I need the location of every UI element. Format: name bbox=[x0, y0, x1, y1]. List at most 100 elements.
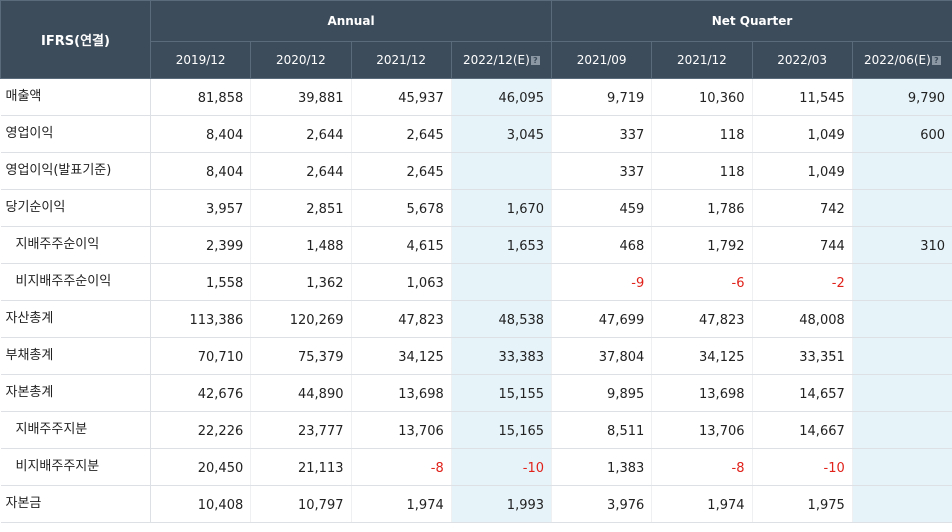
table-cell: 81,858 bbox=[150, 78, 252, 116]
column-header-label: 2020/12 bbox=[275, 53, 326, 67]
table-cell: -2 bbox=[752, 263, 853, 301]
table-cell: -8 bbox=[651, 448, 753, 486]
table-cell: 8,511 bbox=[551, 411, 653, 449]
table-cell: 1,974 bbox=[651, 485, 753, 523]
header-net-quarter: Net Quarter bbox=[551, 0, 952, 42]
table-cell: 9,895 bbox=[551, 374, 653, 412]
header-annual: Annual bbox=[149, 0, 553, 42]
table-row: 비지배주주지분 20,450 21,113 -8 -10 1,383 -8 -10 bbox=[0, 448, 952, 486]
table-row: 비지배주주순이익 1,558 1,362 1,063 -9 -6 -2 bbox=[0, 263, 952, 301]
table-cell bbox=[852, 374, 952, 412]
table-cell: 1,975 bbox=[752, 485, 853, 523]
column-header-label: 2021/09 bbox=[576, 53, 627, 67]
table-cell: 13,698 bbox=[651, 374, 753, 412]
row-label: 지배주주순이익 bbox=[0, 226, 151, 264]
table-cell: 459 bbox=[551, 189, 653, 227]
table-row: 영업이익 8,404 2,644 2,645 3,045 337 118 1,049 600 bbox=[0, 115, 952, 153]
table-cell: 46,095 bbox=[451, 78, 553, 116]
table-cell: 22,226 bbox=[150, 411, 252, 449]
column-header: 2022/06(E)? bbox=[851, 41, 952, 79]
table-cell bbox=[852, 448, 952, 486]
table-cell: 2,644 bbox=[250, 152, 352, 190]
table-cell bbox=[451, 263, 553, 301]
table-cell: 13,706 bbox=[651, 411, 753, 449]
table-cell: 48,008 bbox=[752, 300, 853, 338]
header-corner: IFRS(연결) bbox=[0, 0, 151, 79]
table-cell bbox=[852, 485, 952, 523]
table-cell: 37,804 bbox=[551, 337, 653, 375]
table-cell: 3,957 bbox=[150, 189, 252, 227]
help-icon[interactable]: ? bbox=[931, 56, 941, 65]
table-cell: -9 bbox=[551, 263, 653, 301]
table-cell: 9,719 bbox=[551, 78, 653, 116]
table-cell: 10,360 bbox=[651, 78, 753, 116]
row-label: 영업이익 bbox=[0, 115, 151, 153]
table-cell: 34,125 bbox=[651, 337, 753, 375]
table-cell: -8 bbox=[351, 448, 452, 486]
column-header: 2019/12 bbox=[149, 41, 252, 79]
table-cell: 3,976 bbox=[551, 485, 653, 523]
column-header: 2021/09 bbox=[551, 41, 653, 79]
table-cell: 1,653 bbox=[451, 226, 553, 264]
column-header: 2022/03 bbox=[751, 41, 853, 79]
row-label: 영업이익(발표기준) bbox=[0, 152, 151, 190]
table-cell: 48,538 bbox=[451, 300, 553, 338]
table-row: 자본금 10,408 10,797 1,974 1,993 3,976 1,974 1,975 bbox=[0, 485, 952, 523]
table-cell: 1,558 bbox=[150, 263, 252, 301]
table-cell: 47,823 bbox=[651, 300, 753, 338]
table-cell: -10 bbox=[451, 448, 553, 486]
table-cell: 1,792 bbox=[651, 226, 753, 264]
row-label: 비지배주주순이익 bbox=[0, 263, 151, 301]
table-cell: 1,362 bbox=[250, 263, 352, 301]
column-header-label: 2022/06(E) bbox=[864, 53, 931, 67]
table-row: 자본총계 42,676 44,890 13,698 15,155 9,895 13,698 1… bbox=[0, 374, 952, 412]
table-cell: 34,125 bbox=[351, 337, 452, 375]
table-row: 지배주주지분 22,226 23,777 13,706 15,165 8,511 13,70… bbox=[0, 411, 952, 449]
column-header-label: 2022/12(E) bbox=[462, 53, 530, 67]
column-header: 2022/12(E)? bbox=[450, 41, 553, 79]
table-cell: 5,678 bbox=[351, 189, 452, 227]
help-icon[interactable]: ? bbox=[530, 56, 540, 65]
table-cell: 13,706 bbox=[351, 411, 452, 449]
row-label: 지배주주지분 bbox=[0, 411, 151, 449]
table-cell: 15,155 bbox=[451, 374, 553, 412]
table-cell: 1,063 bbox=[351, 263, 452, 301]
table-cell bbox=[451, 152, 553, 190]
row-label: 자산총계 bbox=[0, 300, 151, 338]
column-header: 2021/12 bbox=[651, 41, 753, 79]
table-cell: 2,851 bbox=[250, 189, 352, 227]
table-cell: 14,667 bbox=[752, 411, 853, 449]
table-cell: 118 bbox=[651, 152, 753, 190]
table-cell: 44,890 bbox=[250, 374, 352, 412]
table-cell: 1,049 bbox=[752, 152, 853, 190]
table-row: 당기순이익 3,957 2,851 5,678 1,670 459 1,786 742 bbox=[0, 189, 952, 227]
table-cell: 47,823 bbox=[351, 300, 452, 338]
table-cell: 337 bbox=[551, 152, 653, 190]
table-cell: 70,710 bbox=[150, 337, 252, 375]
table-cell: 9,790 bbox=[852, 78, 952, 116]
table-cell: 14,657 bbox=[752, 374, 853, 412]
table-cell: 1,488 bbox=[250, 226, 352, 264]
table-cell: 10,797 bbox=[250, 485, 352, 523]
column-header-label: 2021/12 bbox=[376, 53, 427, 67]
table-cell: 337 bbox=[551, 115, 653, 153]
table-cell bbox=[852, 337, 952, 375]
table-cell: 600 bbox=[852, 115, 952, 153]
row-label: 당기순이익 bbox=[0, 189, 151, 227]
row-label: 매출액 bbox=[0, 78, 151, 116]
table-cell: 2,399 bbox=[150, 226, 252, 264]
table-cell bbox=[852, 411, 952, 449]
column-header: 2020/12 bbox=[250, 41, 352, 79]
table-cell: 47,699 bbox=[551, 300, 653, 338]
column-header-label: 2021/12 bbox=[676, 53, 727, 67]
table-cell: 13,698 bbox=[351, 374, 452, 412]
table-cell: 118 bbox=[651, 115, 753, 153]
table-row: 자산총계 113,386 120,269 47,823 48,538 47,699 47,8… bbox=[0, 300, 952, 338]
table-cell: -10 bbox=[752, 448, 853, 486]
table-cell: 2,645 bbox=[351, 115, 452, 153]
table-cell: 75,379 bbox=[250, 337, 352, 375]
column-header-label: 2019/12 bbox=[175, 53, 226, 67]
table-cell: 39,881 bbox=[250, 78, 352, 116]
row-label: 부채총계 bbox=[0, 337, 151, 375]
table-cell bbox=[852, 189, 952, 227]
